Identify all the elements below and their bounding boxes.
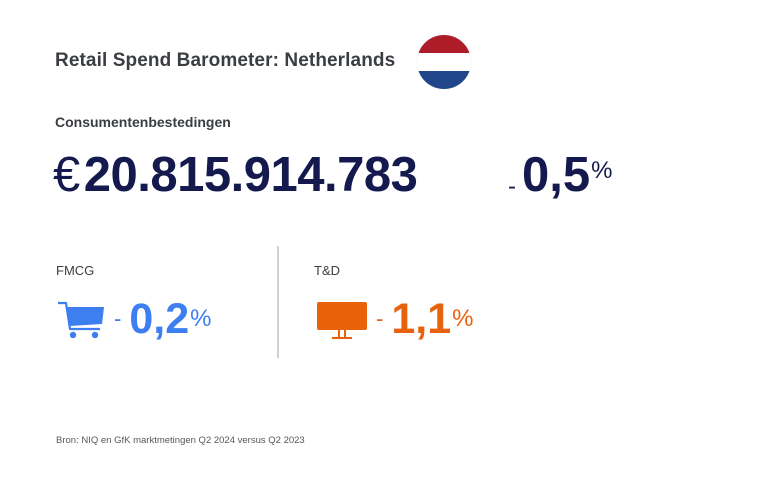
flag-stripe-blue bbox=[417, 71, 471, 89]
monitor-icon bbox=[316, 297, 368, 341]
currency-symbol: € bbox=[53, 148, 80, 202]
change-unit: % bbox=[591, 157, 613, 184]
category-metric-fmcg: -0,2% bbox=[56, 294, 211, 344]
source-note: Bron: NIQ en GfK marktmetingen Q2 2024 v… bbox=[56, 435, 305, 446]
category-label-fmcg: FMCG bbox=[56, 263, 95, 278]
flag-stripe-white bbox=[417, 53, 471, 71]
change-value: 1,1 bbox=[391, 295, 452, 343]
change-value: 0,5 bbox=[522, 148, 591, 202]
category-label-td: T&D bbox=[314, 263, 340, 278]
change-value: 0,2 bbox=[129, 295, 190, 343]
total-change: -0,5% bbox=[508, 146, 612, 216]
total-amount-value: 20.815.914.783 bbox=[83, 148, 418, 202]
change-unit: % bbox=[190, 305, 212, 332]
change-unit: % bbox=[452, 305, 474, 332]
category-metric-td: -1,1% bbox=[316, 294, 473, 344]
page-title: Retail Spend Barometer: Netherlands bbox=[55, 50, 396, 71]
shopping-cart-icon bbox=[56, 299, 106, 339]
total-label: Consumentenbestedingen bbox=[55, 114, 231, 130]
change-sign: - bbox=[376, 306, 384, 331]
netherlands-flag-icon bbox=[417, 35, 471, 89]
section-divider bbox=[277, 246, 279, 358]
total-amount: €20.815.914.783 bbox=[53, 146, 418, 204]
change-sign: - bbox=[508, 172, 516, 200]
flag-stripe-red bbox=[417, 35, 471, 53]
change-sign: - bbox=[114, 306, 122, 331]
